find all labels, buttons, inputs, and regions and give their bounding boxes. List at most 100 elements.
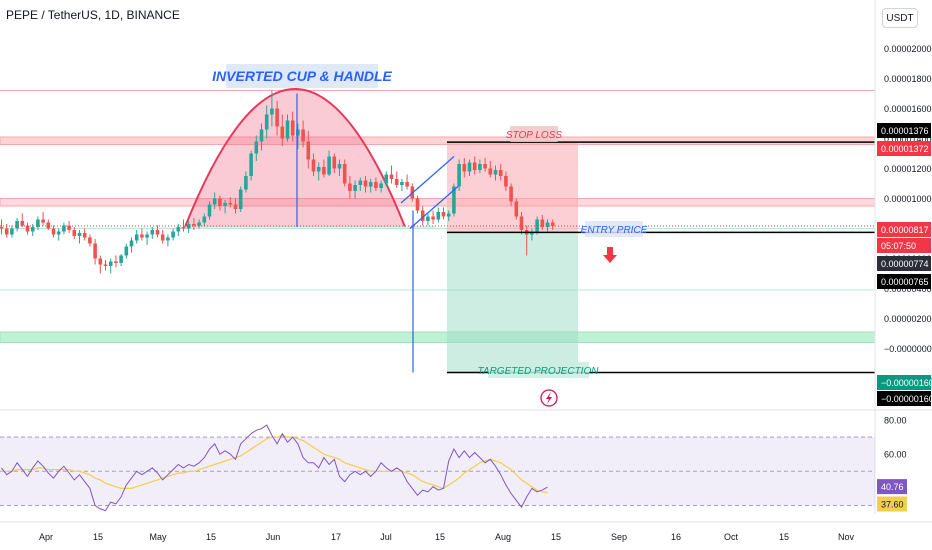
- candle-body: [394, 179, 399, 185]
- candle-body: [384, 174, 389, 184]
- target-label-bg: [488, 362, 589, 378]
- rsi-line: [1, 424, 548, 512]
- time-tick-label: Sep: [611, 532, 627, 542]
- candle-body: [88, 237, 92, 244]
- candle-body: [223, 203, 227, 206]
- candle-body: [186, 224, 191, 229]
- candle-body: [540, 219, 545, 227]
- candle-body: [285, 120, 290, 139]
- candle-body: [218, 198, 222, 206]
- price-tag-value: 0.00001372: [881, 144, 929, 154]
- candle-body: [368, 182, 373, 187]
- candle-body: [67, 225, 71, 230]
- candle-body: [72, 230, 77, 236]
- candle-body: [0, 227, 4, 229]
- candle-body: [327, 156, 331, 175]
- candle-body: [270, 108, 274, 115]
- candle-body: [82, 233, 87, 238]
- candle-body: [280, 126, 285, 139]
- time-tick-label: Nov: [838, 532, 855, 542]
- candle-body: [30, 227, 35, 232]
- candle-body: [249, 153, 253, 176]
- lightning-glyph: [546, 392, 552, 404]
- candle-body: [192, 224, 196, 226]
- candle-body: [379, 183, 383, 188]
- price-tick-label: 0.00001400: [884, 134, 932, 144]
- price-tag-badge: [877, 222, 931, 237]
- candle-body: [228, 203, 233, 205]
- currency-button[interactable]: USDT: [882, 8, 918, 28]
- candle-body: [166, 237, 170, 241]
- candle-body: [207, 204, 212, 217]
- profit-target-zone: [447, 232, 578, 373]
- price-tag-value: −0.00000160: [881, 394, 932, 404]
- price-tag-badge: [877, 375, 931, 390]
- price-tag-value: 05:07:50: [881, 241, 916, 251]
- entry-label-bg: [585, 221, 643, 237]
- candle-body: [114, 261, 118, 263]
- candle-body: [171, 231, 175, 238]
- candle-body: [238, 189, 243, 209]
- candle-body: [36, 219, 40, 227]
- candle-body: [160, 234, 165, 241]
- candle-body: [446, 213, 451, 217]
- candle-body: [119, 255, 123, 263]
- price-tag-value: 0.00001376: [881, 126, 929, 136]
- price-tick-label: 0.00000200: [884, 314, 932, 324]
- rsi-value: 40.76: [881, 482, 904, 492]
- candle-body: [426, 216, 430, 221]
- time-tick-label: 15: [435, 532, 445, 542]
- candle-body: [457, 164, 461, 187]
- candle-body: [108, 261, 113, 266]
- rsi-ma-value-badge: [877, 496, 907, 512]
- time-tick-label: Jul: [380, 532, 392, 542]
- candle-body: [41, 219, 45, 223]
- target-support-band: [0, 331, 876, 343]
- candle-body: [93, 243, 97, 259]
- candle-body: [140, 234, 144, 238]
- candle-body: [202, 216, 207, 223]
- candle-body: [212, 198, 217, 205]
- symbol-title: PEPE / TetherUS, 1D, BINANCE: [6, 8, 180, 22]
- target-label: TARGETED PROJECTION: [478, 366, 600, 377]
- candle-body: [20, 221, 25, 226]
- candle-body: [311, 159, 316, 172]
- price-tick-label: −0.00000000: [884, 344, 932, 354]
- pattern-label-bg: [226, 64, 378, 88]
- time-tick-label: 16: [671, 532, 681, 542]
- candle-body: [488, 168, 493, 175]
- candle-body: [197, 222, 201, 226]
- candle-body: [176, 227, 181, 232]
- time-tick-label: 15: [779, 532, 789, 542]
- price-tag-badge: [877, 238, 931, 253]
- price-tag-badge: [877, 141, 931, 156]
- candle-body: [259, 129, 264, 142]
- candle-body: [155, 230, 160, 235]
- candle-body: [233, 204, 238, 209]
- candle-body: [129, 240, 134, 247]
- candle-body: [306, 141, 311, 160]
- candle-body: [244, 176, 248, 190]
- candle-body: [504, 176, 508, 187]
- price-tag-value: 0.00000774: [881, 259, 929, 269]
- handle-channel-upper: [400, 156, 455, 204]
- rsi-tick-label: 60.00: [884, 450, 907, 460]
- price-tick-label: 0.00001200: [884, 164, 932, 174]
- candle-body: [431, 216, 435, 220]
- time-tick-label: 15: [551, 532, 561, 542]
- candle-body: [509, 186, 513, 202]
- stop-loss-label-bg: [510, 126, 558, 142]
- candle-body: [358, 180, 363, 185]
- candle-body: [353, 185, 357, 191]
- resistance-band: [0, 136, 876, 145]
- candle-body: [342, 164, 347, 184]
- rsi-tick-label: 80.00: [884, 416, 907, 426]
- time-tick-label: 15: [206, 532, 216, 542]
- pattern-label: INVERTED CUP & HANDLE: [212, 68, 392, 84]
- candle-body: [389, 174, 394, 179]
- price-tag-badge: [877, 391, 931, 406]
- time-tick-label: May: [149, 532, 167, 542]
- candle-body: [519, 216, 524, 230]
